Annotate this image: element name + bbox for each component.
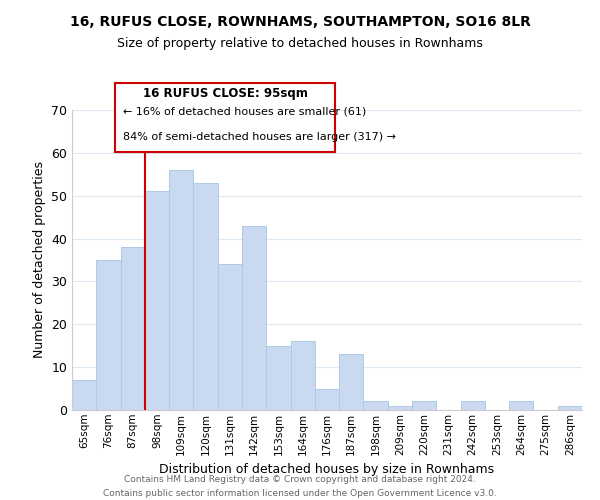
Bar [169, 170, 193, 410]
Bar [96, 260, 121, 410]
Bar [121, 247, 145, 410]
Bar [461, 402, 485, 410]
Bar [290, 342, 315, 410]
Bar [266, 346, 290, 410]
X-axis label: Distribution of detached houses by size in Rownhams: Distribution of detached houses by size … [160, 463, 494, 476]
Bar [193, 183, 218, 410]
Bar [388, 406, 412, 410]
Bar [72, 380, 96, 410]
Bar [218, 264, 242, 410]
Bar [558, 406, 582, 410]
Bar [145, 192, 169, 410]
Bar [242, 226, 266, 410]
Bar [315, 388, 339, 410]
Text: Contains HM Land Registry data © Crown copyright and database right 2024.
Contai: Contains HM Land Registry data © Crown c… [103, 476, 497, 498]
Bar [509, 402, 533, 410]
FancyBboxPatch shape [115, 83, 335, 152]
Text: 84% of semi-detached houses are larger (317) →: 84% of semi-detached houses are larger (… [123, 132, 396, 142]
Bar [339, 354, 364, 410]
Bar [364, 402, 388, 410]
Text: 16 RUFUS CLOSE: 95sqm: 16 RUFUS CLOSE: 95sqm [143, 86, 307, 100]
Text: Size of property relative to detached houses in Rownhams: Size of property relative to detached ho… [117, 38, 483, 51]
Text: ← 16% of detached houses are smaller (61): ← 16% of detached houses are smaller (61… [123, 107, 366, 117]
Text: 16, RUFUS CLOSE, ROWNHAMS, SOUTHAMPTON, SO16 8LR: 16, RUFUS CLOSE, ROWNHAMS, SOUTHAMPTON, … [70, 15, 530, 29]
Y-axis label: Number of detached properties: Number of detached properties [32, 162, 46, 358]
Bar [412, 402, 436, 410]
